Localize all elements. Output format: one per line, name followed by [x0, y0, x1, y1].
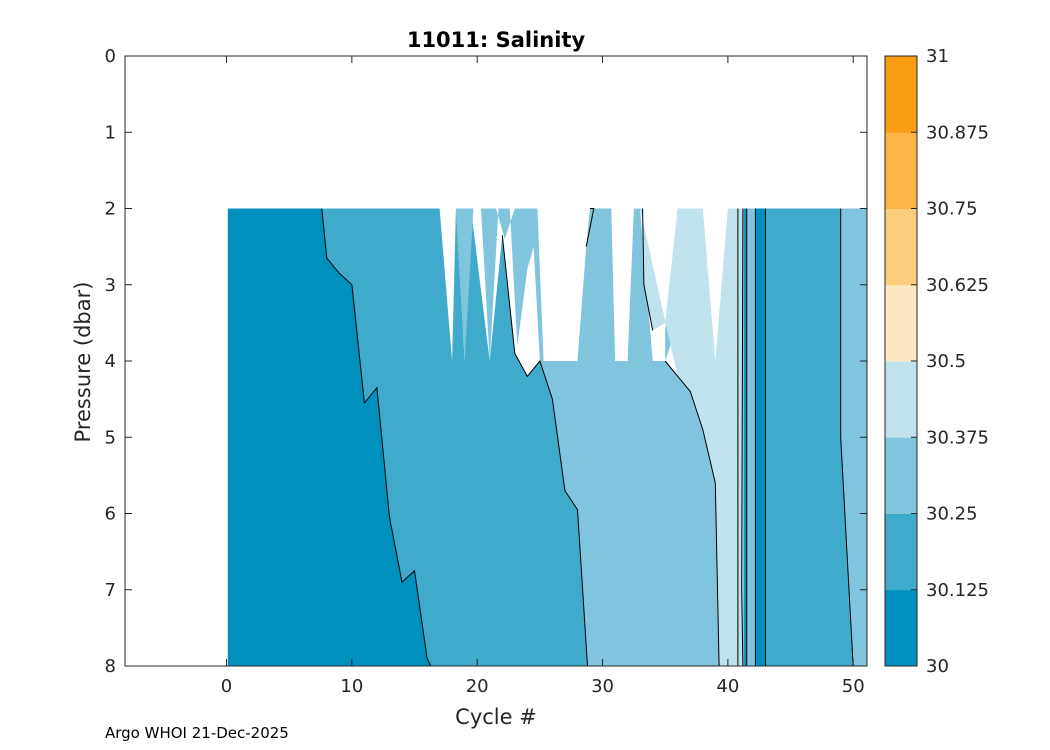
colorbar-swatch-7 — [885, 56, 917, 133]
x-tick-label: 20 — [466, 676, 489, 697]
colorbar-tick-label: 30.125 — [926, 580, 989, 601]
colorbar-swatch-1 — [885, 513, 917, 591]
colorbar-tick-label: 31 — [926, 46, 949, 67]
contour-region-9 — [755, 208, 766, 666]
contour-line-1 — [501, 235, 588, 666]
x-tick-label: 50 — [842, 676, 865, 697]
y-axis-title: Pressure (dbar) — [71, 282, 95, 443]
plot-area — [124, 55, 868, 667]
y-tick-label: 1 — [105, 122, 116, 143]
contour-line-10 — [840, 208, 854, 666]
contour-line-4 — [664, 360, 720, 666]
contour-line-2 — [585, 208, 595, 247]
colorbar-tick-label: 30.75 — [926, 199, 978, 220]
y-tick-label: 0 — [105, 46, 116, 67]
colorbar-tick-label: 30 — [926, 656, 949, 677]
colorbar-tick-label: 30.625 — [926, 275, 989, 296]
colorbar-tick-label: 30.375 — [926, 427, 989, 448]
colorbar-swatch-5 — [885, 208, 917, 286]
y-tick-label: 4 — [105, 351, 116, 372]
y-tick-label: 5 — [105, 427, 116, 448]
colorbar-swatch-6 — [885, 132, 917, 209]
colorbar: 30 30.125 30.25 30.375 30.5 30.625 30.75 30.875… — [884, 46, 989, 677]
chart-title: 11011: Salinity — [407, 28, 586, 52]
contour-region-5 — [755, 208, 854, 666]
colorbar-swatch-4 — [885, 284, 917, 362]
y-tick-label: 6 — [105, 504, 116, 525]
colorbar-tick-label: 30.875 — [926, 122, 989, 143]
contour-region-0 — [227, 208, 431, 666]
contour-region-8 — [744, 208, 747, 666]
x-tick-label: 0 — [221, 676, 232, 697]
x-tick-label: 30 — [591, 676, 614, 697]
contour-line-3 — [642, 208, 654, 331]
colorbar-swatch-2 — [885, 437, 917, 514]
contour-line-0 — [321, 208, 432, 666]
contour-line-6 — [741, 208, 744, 666]
colorbar-swatch-3 — [885, 361, 917, 438]
x-tick-label: 10 — [340, 676, 363, 697]
y-tick-label: 8 — [105, 656, 116, 677]
contour-region-1 — [321, 208, 588, 666]
colorbar-tick-label: 30.25 — [926, 504, 978, 525]
colorbar-tick-label: 30.5 — [926, 351, 966, 372]
y-tick-label: 7 — [105, 580, 116, 601]
y-tick-label: 3 — [105, 275, 116, 296]
colorbar-swatch-0 — [885, 589, 917, 667]
x-tick-label: 40 — [716, 676, 739, 697]
footer-credit: Argo WHOI 21-Dec-2025 — [105, 724, 289, 742]
contour-fills — [227, 208, 867, 666]
y-tick-label: 2 — [105, 199, 116, 220]
x-axis: 0 10 20 30 40 50 — [221, 56, 865, 697]
y-axis: 0 1 2 3 4 5 6 7 8 — [105, 46, 867, 677]
x-axis-title: Cycle # — [455, 705, 537, 729]
contour-region-2 — [448, 208, 612, 361]
